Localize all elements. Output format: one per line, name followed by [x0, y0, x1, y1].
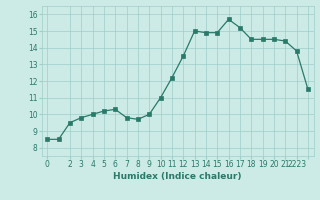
X-axis label: Humidex (Indice chaleur): Humidex (Indice chaleur)	[113, 172, 242, 181]
